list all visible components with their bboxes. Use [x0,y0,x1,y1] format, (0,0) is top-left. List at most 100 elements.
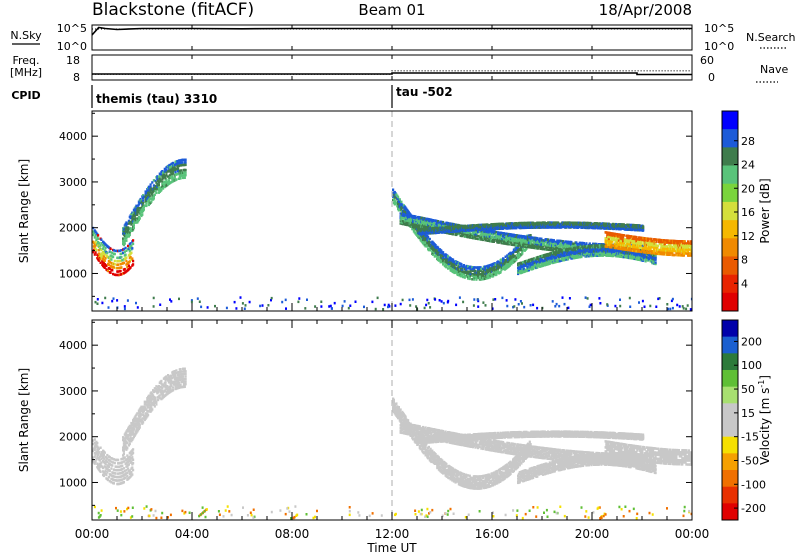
power-echo-cell [150,187,153,190]
power-echo-cell [182,158,185,162]
power-echo-cell [577,248,580,252]
power-echo-cell [676,251,679,255]
power-echo-cell [169,171,172,174]
power-echo-cell [424,241,427,244]
power-echo-cell [521,271,524,274]
power-echo-cell [134,213,137,217]
power-echo-cell [134,218,137,222]
power-echo-cell [486,270,489,273]
power-echo-cell [552,252,555,256]
power-echo-cell [636,256,639,260]
power-echo-cell [483,277,486,280]
cpid-panel: CPID themis (tau) 3310 tau -502 [11,85,453,108]
power-echo-cell [119,259,122,263]
power-echo-cell [637,248,640,251]
power-echo-cell [562,255,565,259]
power-echo-cell [116,266,119,270]
power-echo-cell [532,246,535,250]
power-echo-cell [672,249,675,253]
power-echo-cell [420,226,423,230]
power-echo-cell [552,243,555,246]
power-echo-cell [562,240,565,243]
power-echo-cell [164,177,167,180]
power-echo-cell [177,167,180,170]
power-echo-cell [638,254,641,257]
power-echo-cell [95,238,98,242]
power-echo-cell [492,265,495,269]
power-echo-cell [528,238,531,242]
power-echo-cell [159,179,162,182]
power-echo-cell [152,186,155,190]
power-echo-cell [481,237,484,240]
power-echo-cell [613,246,616,250]
power-echo-cell [673,243,676,247]
power-echo-cell [168,163,171,167]
noise-left-tick-bottom: 10^0 [57,40,87,53]
power-echo-cell [466,266,469,270]
power-echo-cell [626,254,629,258]
power-echo-cell [482,271,485,274]
power-echo-cell [515,247,518,251]
power-echo-cell [447,267,450,270]
power-echo-cell [597,244,600,247]
power-echo-cell [606,251,609,254]
power-echo-cell [595,242,598,246]
power-echo-cell [495,233,498,237]
power-echo-cell [467,235,470,239]
power-echo-cell [480,267,483,271]
power-echo-cell [485,277,488,280]
power-echo-cell [147,193,150,196]
power-echo-cell [467,277,470,280]
power-echo-cell [576,253,579,256]
power-echo-cell [184,171,187,174]
power-echo-cell [687,240,690,243]
power-echo-cell [504,255,507,258]
power-echo-cell [510,234,513,238]
power-echo-cell [415,231,418,235]
power-echo-cell [684,248,687,251]
power-echo-cell [516,234,519,237]
power-echo-cell [465,269,468,273]
power-echo-cell [167,169,170,173]
power-echo-cell [484,268,487,272]
power-echo-cell [109,247,112,250]
power-echo-cell [561,257,564,261]
power-echo-cell [515,258,518,261]
power-echo-cell [395,201,398,205]
power-echo-cell [601,247,604,250]
power-echo-cell [617,255,620,258]
power-echo-cell [141,203,144,206]
power-echo-cell [444,224,447,227]
power-echo-cell [428,237,431,241]
power-echo-cell [477,271,480,274]
power-echo-cell [535,245,538,248]
power-echo-cell [598,244,601,247]
power-echo-cell [647,253,650,257]
power-echo-cell [513,254,516,258]
power-echo-cell [607,237,610,241]
power-echo-cell [542,242,545,245]
power-echo-cell [137,210,140,214]
power-echo-cell [654,258,657,261]
power-echo-cell [599,254,602,257]
power-echo-cell [620,254,623,257]
power-echo-cell [683,240,686,243]
power-echo-cell [668,239,671,242]
power-echo-cell [409,220,412,223]
power-echo-cell [552,239,555,242]
power-echo-cell [403,214,406,218]
power-echo-cell [492,240,495,243]
power-echo-cell [148,194,151,198]
power-echo-cell [105,264,108,268]
power-echo-cell [149,191,152,194]
power-echo-cell [145,196,148,200]
power-echo-cell [414,221,417,224]
power-echo-cell [527,243,530,246]
power-echo-cell [180,169,183,172]
power-echo-cell [467,233,470,236]
power-echo-cell [679,248,682,251]
power-echo-cell [132,215,135,218]
power-echo-cell [649,247,652,251]
power-echo-cell [505,236,508,240]
